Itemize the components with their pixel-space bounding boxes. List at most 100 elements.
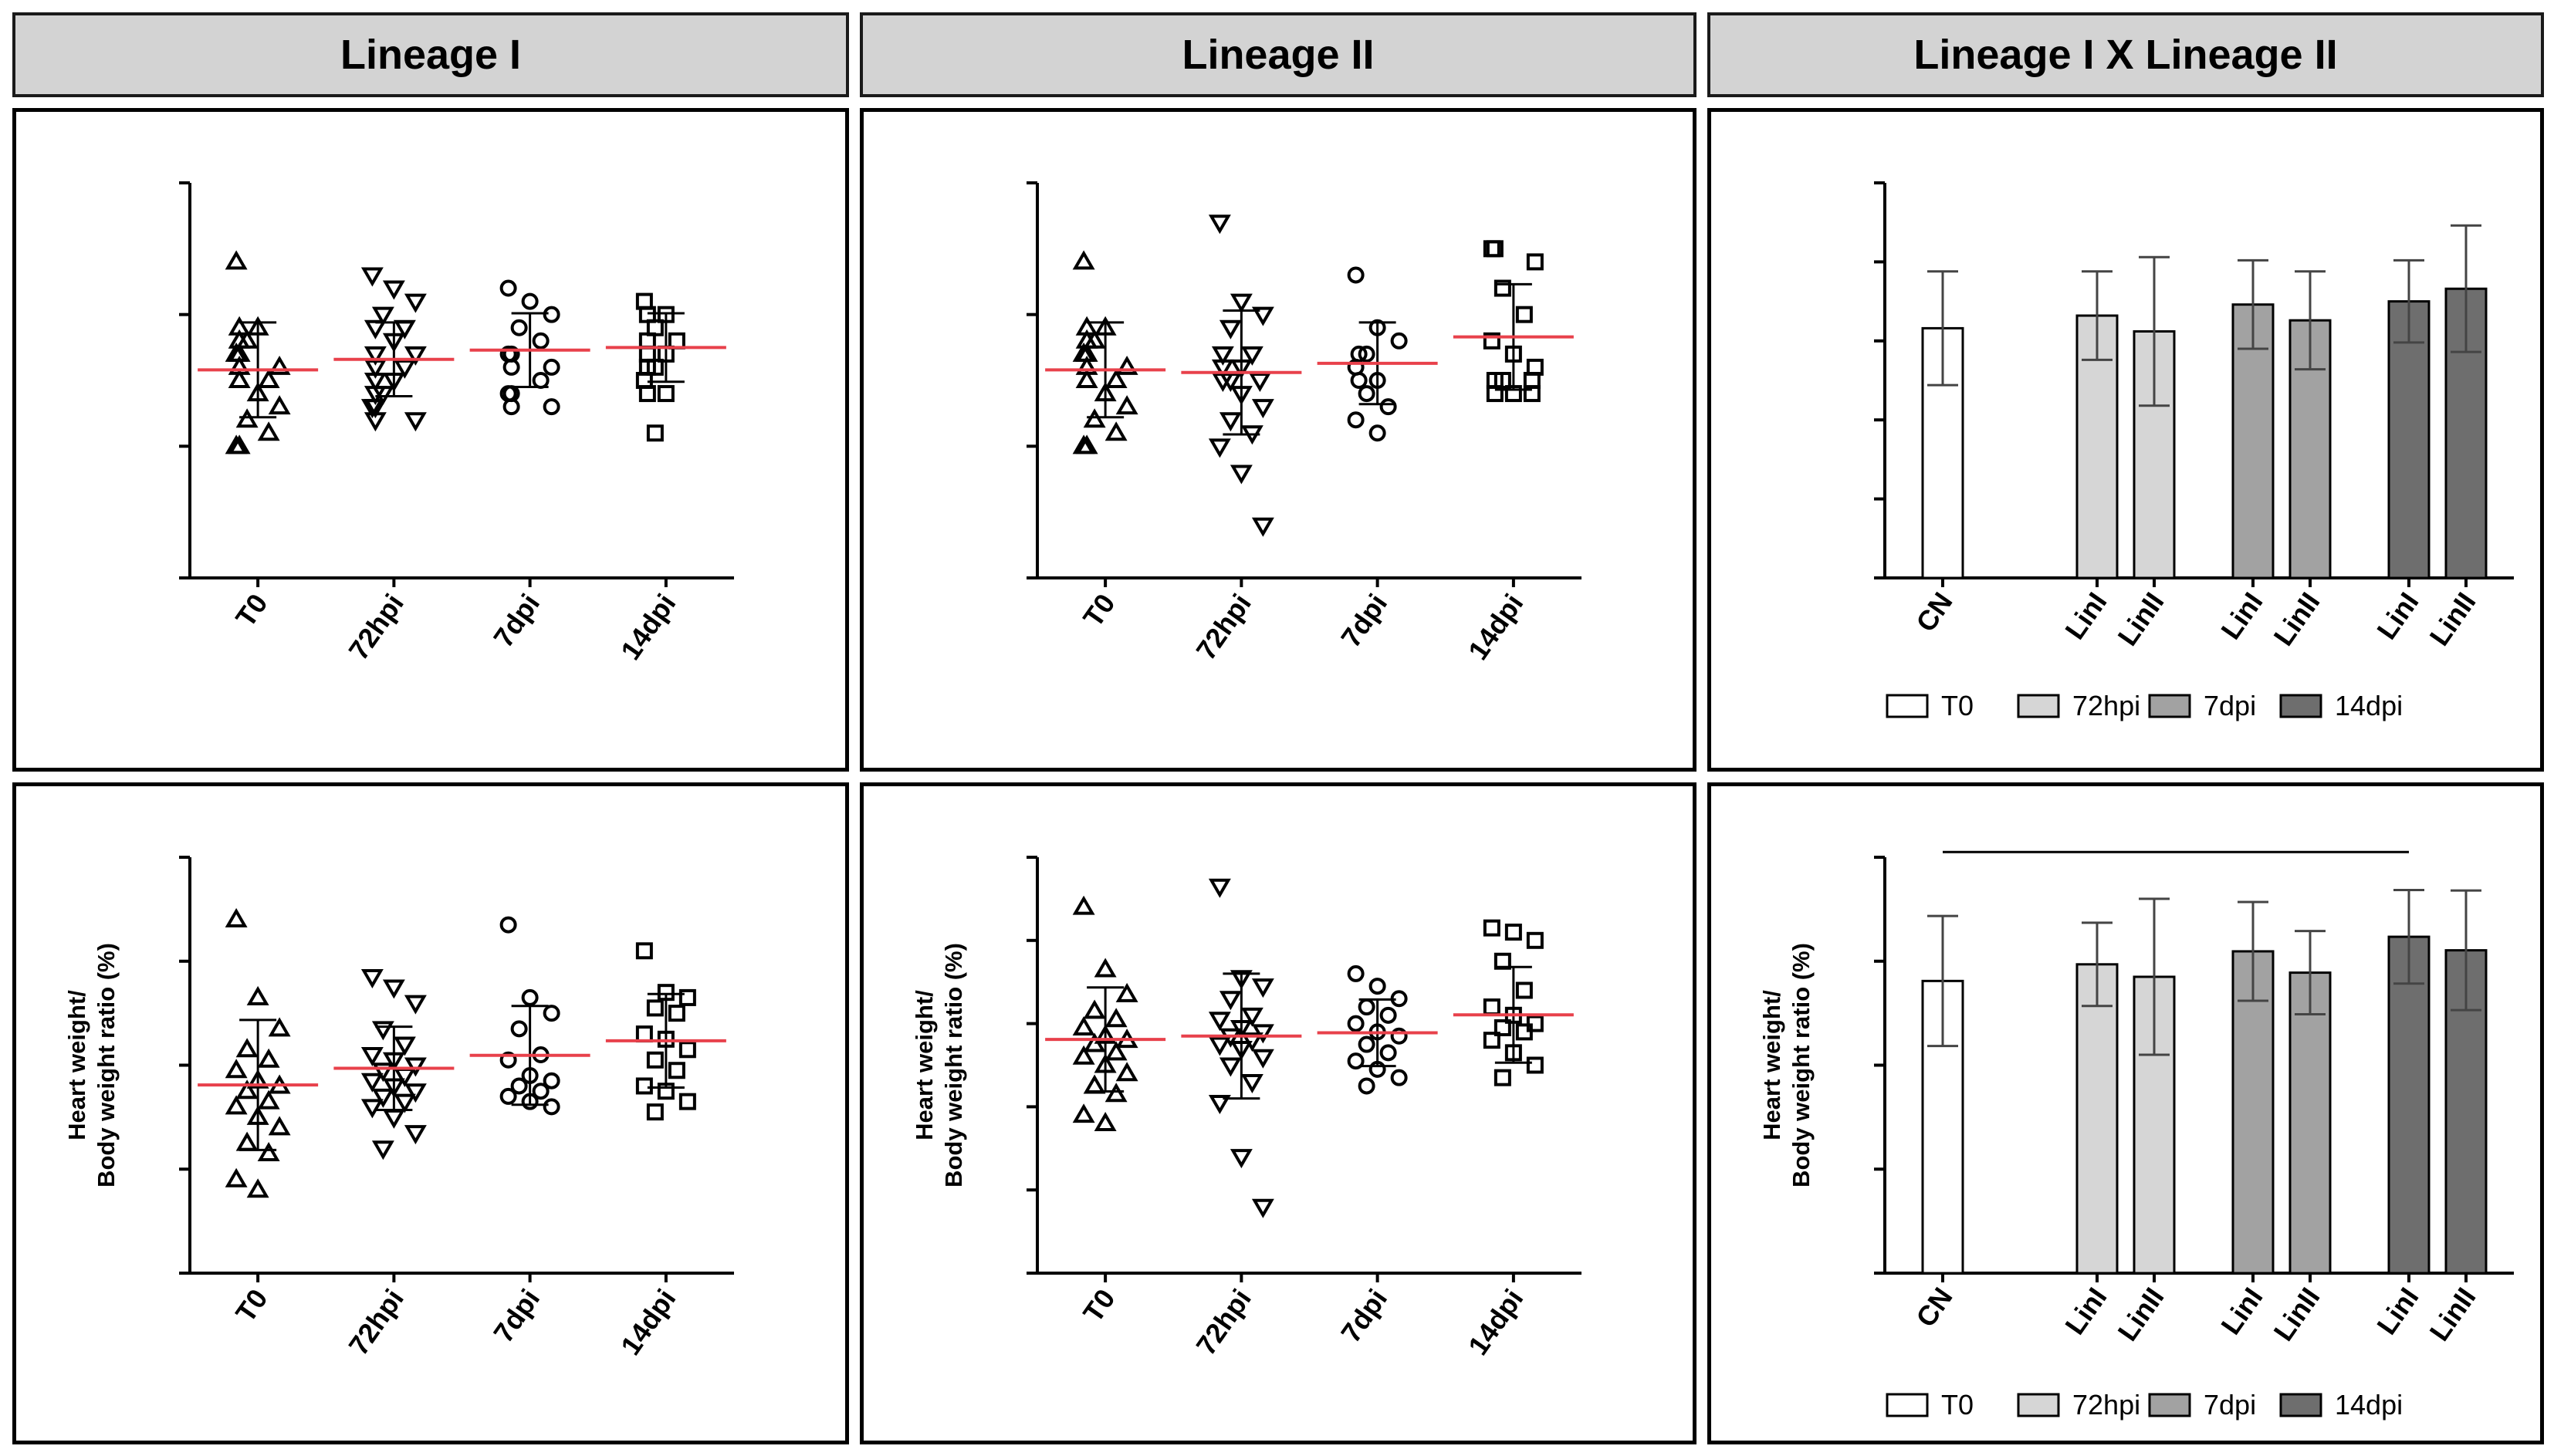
- data-point-72hpi: [364, 359, 387, 379]
- x-tick-label: 7dpi: [487, 1283, 546, 1348]
- legend-label: 72hpi: [2072, 1389, 2140, 1421]
- x-tick-label: LinI: [2058, 586, 2113, 645]
- x-tick-label: LinI: [2214, 1282, 2268, 1340]
- data-point-T0: [1115, 982, 1138, 1002]
- panel-d: Heart weight/Body weight ratio (%) T0 72hp…: [12, 782, 849, 1444]
- data-point-72hpi: [404, 1125, 427, 1145]
- data-point-72hpi: [404, 995, 427, 1015]
- data-point-T0: [225, 250, 248, 270]
- data-point-72hpi: [1219, 412, 1242, 432]
- data-point-72hpi: [404, 346, 427, 366]
- x-tick-label-text: T0: [229, 1283, 274, 1328]
- data-point-72hpi: [1240, 1007, 1263, 1027]
- data-point-72hpi: [364, 346, 387, 366]
- data-point-T0: [257, 421, 280, 441]
- legend-swatch: [2017, 1393, 2060, 1417]
- data-point-72hpi: [364, 412, 387, 432]
- legend-swatch: [2279, 694, 2322, 718]
- data-point-72hpi: [371, 1021, 394, 1041]
- data-point-7dpi: [521, 292, 539, 310]
- x-tick-label-text: T0: [1077, 588, 1121, 633]
- data-point-7dpi: [1390, 1069, 1408, 1086]
- data-point-T0: [1104, 369, 1128, 388]
- x-tick-label-text: T0: [1077, 1283, 1121, 1328]
- legend-label: T0: [1941, 690, 1974, 721]
- data-point-72hpi: [393, 359, 416, 379]
- data-point-T0: [1115, 1062, 1138, 1082]
- legend-label: 72hpi: [2072, 690, 2140, 721]
- legend-label: 14dpi: [2335, 1389, 2403, 1421]
- data-point-7dpi: [543, 398, 560, 416]
- data-point-72hpi: [1219, 319, 1242, 340]
- data-point-72hpi: [364, 386, 387, 406]
- chart-e: Heart weight/Body weight ratio (%) T0 72hp…: [911, 856, 1581, 1361]
- data-point-14dpi: [678, 988, 696, 1006]
- x-tick-label: LinII: [2424, 586, 2482, 651]
- data-point-72hpi: [1230, 293, 1253, 313]
- x-tick-label: T0: [1077, 588, 1121, 633]
- data-point-7dpi: [499, 1087, 517, 1105]
- data-point-T0: [1072, 1103, 1095, 1123]
- data-point-72hpi: [1248, 373, 1271, 392]
- data-point-14dpi: [1486, 385, 1504, 403]
- data-point-7dpi: [1347, 1052, 1365, 1070]
- data-point-T0: [1075, 369, 1098, 388]
- y-axis-label: Heart weight/Body weight ratio (%): [911, 943, 967, 1187]
- data-point-72hpi: [1251, 399, 1274, 419]
- panel-f: Heart weight/Body weight ratio (%) CN LinI…: [1707, 782, 2544, 1444]
- x-tick-label: LinI: [2058, 1282, 2113, 1340]
- data-point-14dpi: [657, 385, 675, 403]
- data-point-T0: [257, 1048, 280, 1068]
- data-point-T0: [1104, 1083, 1128, 1103]
- data-point-T0: [1083, 1074, 1106, 1094]
- data-point-7dpi: [532, 372, 550, 389]
- data-point-T0: [1072, 1015, 1095, 1035]
- data-point-72hpi: [371, 1062, 394, 1083]
- data-point-72hpi: [1211, 373, 1234, 392]
- legend-swatch: [2017, 694, 2060, 718]
- header-lineage-2: Lineage II: [860, 12, 1696, 97]
- data-point-72hpi: [1251, 306, 1274, 326]
- legend-label: 7dpi: [2204, 690, 2256, 721]
- data-point-7dpi: [1379, 1044, 1397, 1062]
- data-point-72hpi: [393, 1067, 416, 1087]
- data-point-T0: [1115, 355, 1138, 375]
- bar: [2288, 971, 2332, 1275]
- data-point-72hpi: [382, 280, 405, 300]
- legend-label: T0: [1941, 1389, 1974, 1421]
- data-point-T0: [235, 1079, 259, 1100]
- x-tick-label: LinI: [2370, 586, 2424, 645]
- x-tick-label: LinI: [2370, 1282, 2424, 1340]
- x-tick-label: LinII: [2268, 1282, 2326, 1346]
- data-point-14dpi: [1493, 1069, 1511, 1086]
- data-point-T0: [1075, 434, 1098, 454]
- data-point-72hpi: [1230, 465, 1253, 485]
- data-point-72hpi: [393, 1036, 416, 1056]
- data-point-T0: [268, 355, 291, 375]
- data-point-7dpi: [510, 319, 528, 336]
- data-point-72hpi: [364, 373, 387, 392]
- data-point-7dpi: [543, 1005, 560, 1022]
- data-point-14dpi: [1493, 1019, 1511, 1036]
- bar: [2387, 300, 2431, 579]
- header-lineage-1: Lineage I: [12, 12, 849, 97]
- x-tick-label: 7dpi: [1335, 588, 1393, 653]
- data-point-72hpi: [1208, 1012, 1231, 1032]
- x-tick-label: T0: [1077, 1283, 1121, 1328]
- data-point-14dpi: [1526, 253, 1544, 271]
- data-point-7dpi: [543, 1072, 560, 1089]
- data-point-14dpi: [668, 1005, 685, 1022]
- x-tick-label: 72hpi: [1189, 588, 1257, 666]
- data-point-T0: [246, 985, 269, 1005]
- x-tick-label: LinI: [2214, 586, 2268, 645]
- data-point-T0: [235, 1131, 259, 1151]
- y-axis-label: Heart weight/Body weight ratio (%): [1758, 943, 1815, 1187]
- data-point-T0: [246, 1178, 269, 1198]
- chart-d: Heart weight/Body weight ratio (%) T0 72hp…: [63, 856, 734, 1361]
- y-axis-label: Heart weight/Body weight ratio (%): [63, 943, 120, 1187]
- legend-swatch: [2279, 1393, 2322, 1417]
- x-tick-label: LinII: [2112, 586, 2170, 651]
- header-lineage-1-label: Lineage I: [340, 32, 522, 78]
- data-point-72hpi: [360, 267, 384, 287]
- data-point-T0: [268, 1116, 291, 1136]
